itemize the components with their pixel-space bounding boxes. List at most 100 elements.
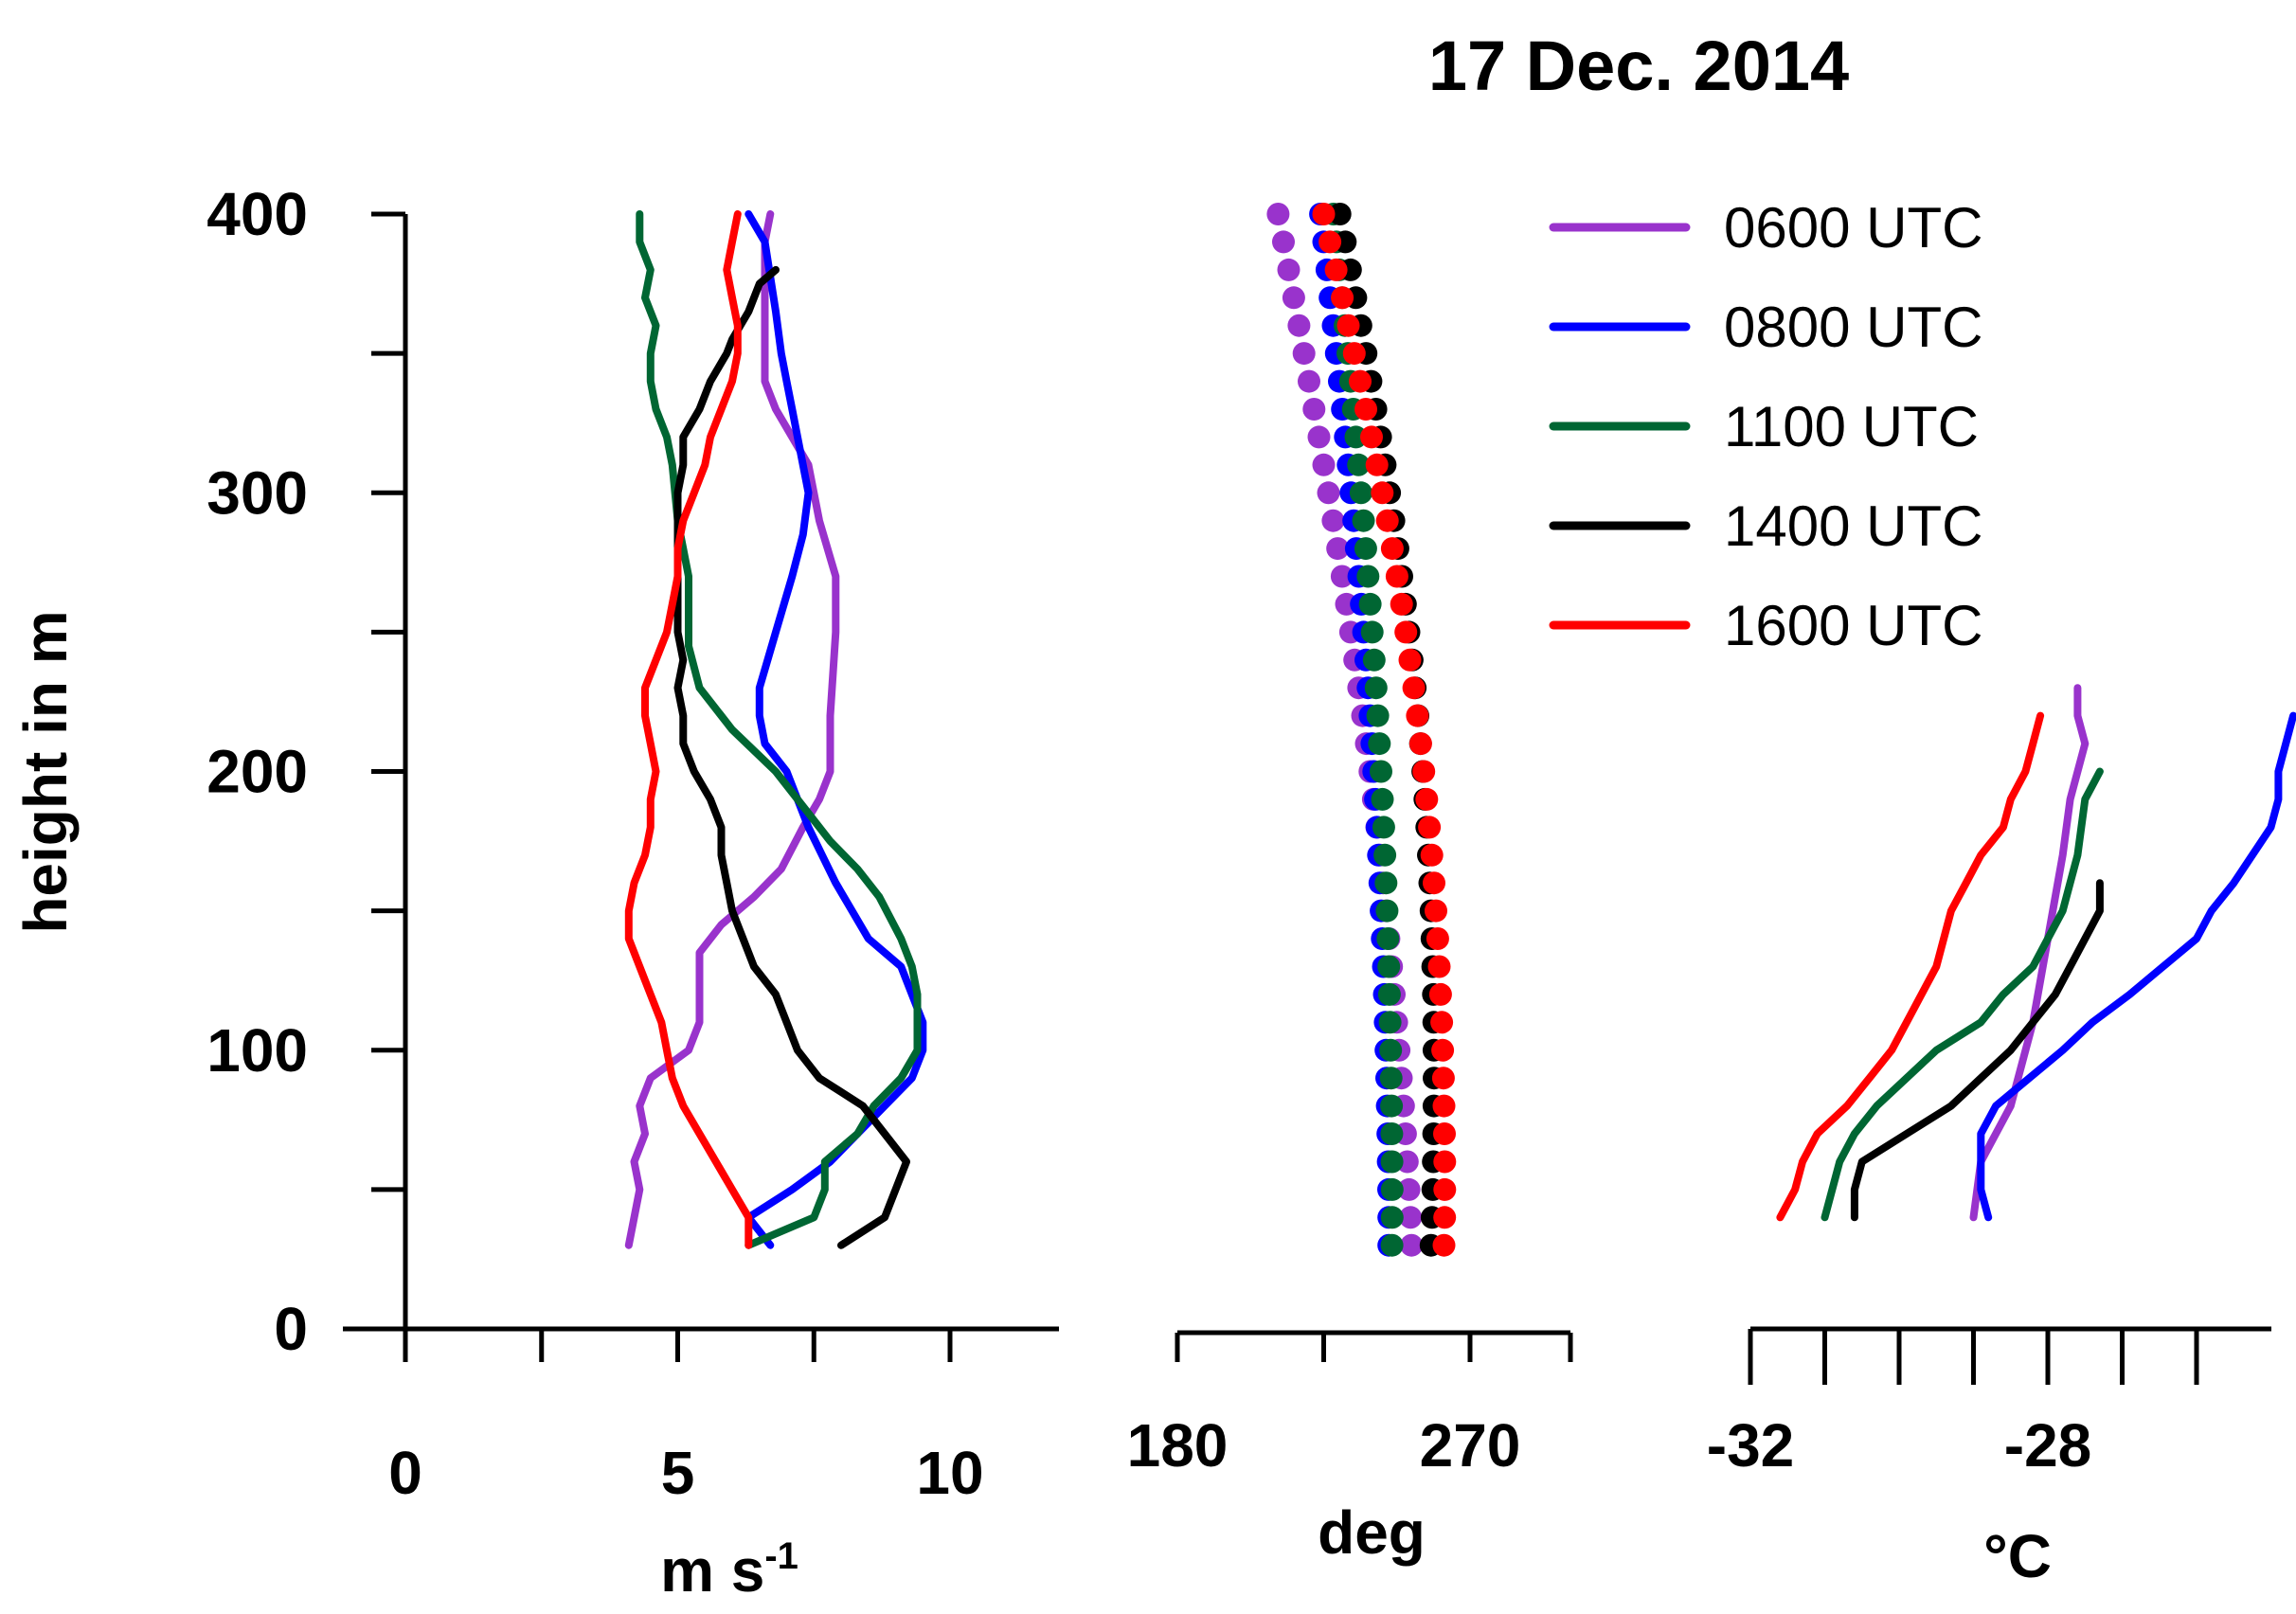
direction-point (1380, 1177, 1404, 1201)
direction-point (1379, 1067, 1403, 1090)
speed-line-1100-utc (636, 210, 922, 1249)
direction-point (1354, 398, 1377, 421)
direction-point (1433, 1122, 1456, 1145)
y-axis-title: height in m (11, 610, 80, 933)
series-wind-direction (1266, 203, 1457, 1257)
speed-line-1400-utc (673, 265, 910, 1249)
direction-point (1342, 342, 1366, 366)
direction-point (1380, 1122, 1404, 1145)
direction-point (1272, 230, 1295, 254)
direction-point (1368, 732, 1391, 756)
direction-point (1328, 203, 1352, 225)
direction-point (1330, 565, 1354, 588)
legend-label: 0800 UTC (1724, 296, 1982, 359)
direction-point (1277, 258, 1300, 281)
x-ticks-dir: 180 270 (1127, 1333, 1573, 1480)
direction-point (1373, 843, 1397, 867)
direction-point (1408, 732, 1432, 756)
legend-label: 1100 UTC (1724, 395, 1979, 458)
y-ticks: 0 100 200 300 400 (206, 180, 405, 1363)
temp-line-1400-utc (1850, 879, 2104, 1222)
direction-point (1374, 871, 1398, 895)
direction-point (1428, 982, 1452, 1006)
direction-point (1390, 592, 1413, 616)
direction-point (1371, 787, 1394, 811)
x-ticks-temp: -32 -28 (1707, 1329, 2199, 1480)
direction-point (1397, 1177, 1421, 1201)
panel-wind-direction: 180 270 deg (1127, 203, 1573, 1567)
panel-wind-speed: 0 100 200 300 400 0 5 10 m s-1 (206, 180, 1059, 1605)
legend-label: 1400 UTC (1724, 494, 1982, 558)
direction-point (1433, 1206, 1457, 1229)
direction-point (1356, 565, 1380, 588)
direction-point (1375, 899, 1399, 923)
direction-point (1432, 1233, 1456, 1257)
direction-point (1317, 481, 1340, 505)
direction-point (1380, 1233, 1404, 1257)
direction-point (1433, 1177, 1457, 1201)
direction-point (1379, 1038, 1403, 1062)
direction-point (1266, 203, 1290, 225)
speed-line-1600-utc (624, 210, 753, 1249)
direction-point (1365, 453, 1389, 476)
x-axis-title-dir: deg (1318, 1498, 1426, 1567)
x-tick-label: 270 (1420, 1411, 1521, 1480)
y-tick-label: 400 (206, 180, 308, 248)
direction-point (1376, 927, 1400, 950)
direction-point (1406, 704, 1429, 727)
direction-point (1366, 704, 1390, 727)
direction-series-1600-utc (1312, 203, 1457, 1257)
direction-point (1427, 955, 1451, 978)
x-tick-label: 5 (661, 1439, 695, 1507)
direction-point (1354, 537, 1377, 561)
direction-point (1375, 509, 1399, 532)
direction-point (1312, 203, 1336, 225)
direction-point (1331, 286, 1354, 310)
x-tick-label: -28 (2004, 1411, 2092, 1480)
direction-point (1400, 1233, 1424, 1257)
direction-point (1307, 425, 1331, 449)
direction-point (1370, 760, 1392, 783)
direction-point (1425, 899, 1447, 923)
x-tick-label: 10 (916, 1439, 983, 1507)
direction-point (1398, 648, 1422, 672)
legend-label: 1600 UTC (1724, 594, 1982, 657)
direction-point (1433, 1150, 1457, 1174)
temp-line-1100-utc (1821, 767, 2104, 1222)
temp-line-1600-utc (1776, 711, 2045, 1222)
direction-point (1349, 369, 1372, 393)
direction-point (1380, 1206, 1404, 1229)
direction-point (1380, 537, 1404, 561)
direction-point (1402, 676, 1426, 700)
direction-point (1347, 453, 1371, 476)
direction-point (1318, 230, 1342, 254)
direction-point (1431, 1038, 1455, 1062)
direction-point (1385, 565, 1408, 588)
x-tick-label: 0 (388, 1439, 422, 1507)
direction-point (1394, 620, 1418, 644)
y-tick-label: 100 (206, 1016, 308, 1085)
x-axis-title-temp: °C (1983, 1522, 2052, 1590)
x-tick-label: 180 (1127, 1411, 1229, 1480)
direction-point (1324, 258, 1348, 281)
direction-point (1430, 1011, 1454, 1034)
direction-point (1349, 481, 1372, 505)
direction-point (1371, 481, 1394, 505)
y-tick-label: 200 (206, 738, 308, 806)
x-tick-label: -32 (1707, 1411, 1795, 1480)
x-axis-title-speed: m s-1 (660, 1535, 798, 1605)
direction-point (1282, 286, 1305, 310)
direction-point (1431, 1067, 1455, 1090)
direction-point (1321, 509, 1345, 532)
direction-point (1420, 843, 1444, 867)
legend-label: 0600 UTC (1724, 196, 1982, 260)
temp-line-0600-utc (1969, 684, 2090, 1222)
direction-point (1372, 816, 1395, 839)
direction-point (1418, 816, 1442, 839)
direction-point (1362, 648, 1386, 672)
direction-point (1364, 676, 1388, 700)
direction-point (1287, 314, 1311, 337)
direction-point (1360, 620, 1384, 644)
temp-line-0800-utc (1977, 711, 2296, 1222)
chart-title: 17 Dec. 2014 (1428, 27, 1849, 105)
